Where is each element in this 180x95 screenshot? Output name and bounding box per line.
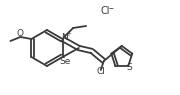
Text: Cl: Cl [100, 6, 110, 16]
Text: Cl: Cl [96, 68, 105, 76]
Text: O: O [17, 30, 24, 38]
Text: –: – [109, 3, 113, 13]
Text: S: S [126, 63, 132, 72]
Text: N: N [61, 33, 68, 42]
Text: +: + [66, 31, 71, 37]
Text: Se: Se [59, 57, 70, 65]
